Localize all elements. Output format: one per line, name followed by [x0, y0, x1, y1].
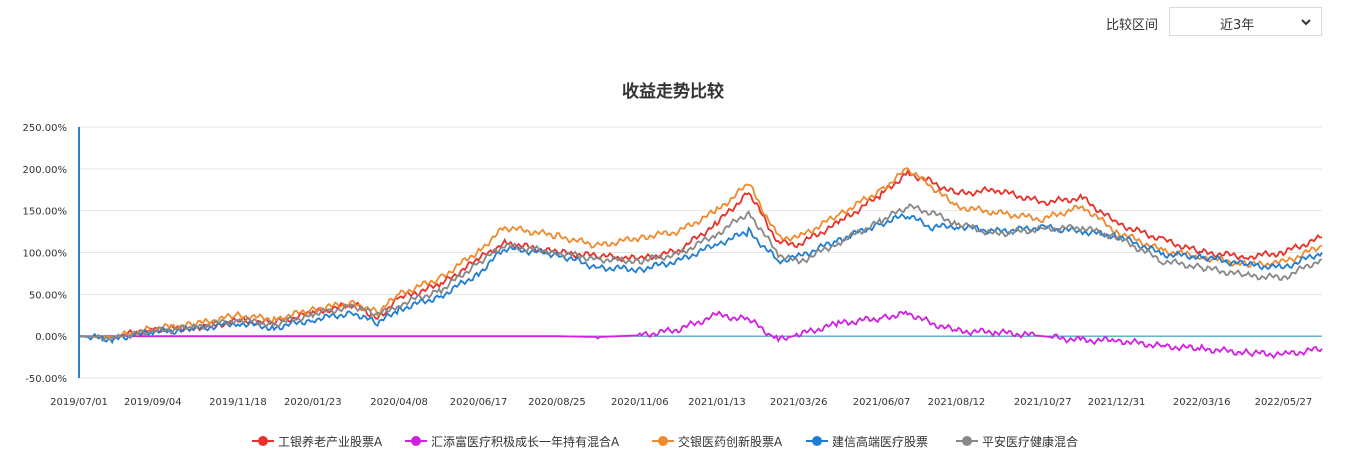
- y-tick-label: -50.00%: [25, 374, 67, 385]
- series-line-3: [79, 167, 1323, 341]
- x-tick-label: 2021/03/26: [770, 397, 828, 408]
- x-tick-label: 2021/12/31: [1088, 397, 1146, 408]
- legend-dot-marker: [258, 436, 268, 446]
- x-tick-label: 2020/01/23: [284, 397, 342, 408]
- legend-label: 工银养老产业股票A: [278, 435, 383, 449]
- x-tick-label: 2020/08/25: [528, 397, 586, 408]
- chevron-down-icon: [1301, 19, 1311, 26]
- series-line-1: [79, 168, 1323, 338]
- x-axis-ticks: 2019/07/01 2019/09/04 2019/11/18 2020/01/23…: [50, 397, 1312, 408]
- x-tick-label: 2021/10/27: [1014, 397, 1072, 408]
- legend-dot-marker: [812, 436, 822, 446]
- x-tick-label: 2021/08/12: [928, 397, 986, 408]
- y-tick-label: 200.00%: [23, 165, 68, 176]
- chart-title: 收益走势比较: [622, 82, 724, 102]
- x-tick-label: 2022/03/16: [1173, 397, 1231, 408]
- x-tick-label: 2022/05/27: [1255, 397, 1313, 408]
- legend-label: 交银医药创新股票A: [678, 435, 783, 449]
- period-select-value: 近3年: [1220, 18, 1255, 33]
- series-lines: [78, 167, 1323, 360]
- y-tick-label: 100.00%: [23, 249, 68, 260]
- legend-dot-marker: [411, 436, 421, 446]
- x-tick-label: 2020/06/17: [450, 397, 508, 408]
- series-line-2: [79, 310, 1323, 360]
- y-tick-label: 150.00%: [23, 207, 68, 218]
- y-tick-label: 250.00%: [23, 123, 68, 134]
- x-tick-label: 2021/01/13: [688, 397, 746, 408]
- legend-label: 建信高端医疗股票: [832, 435, 929, 449]
- chart-legend: 工银养老产业股票A 汇添富医疗积极成长一年持有混合A 交银医药创新股票A 建信高端医疗…: [0, 431, 1346, 451]
- x-tick-label: 2019/07/01: [50, 397, 108, 408]
- x-tick-label: 2021/06/07: [853, 397, 911, 408]
- series-line-4: [78, 212, 1323, 345]
- legend-label: 汇添富医疗积极成长一年持有混合A: [431, 435, 620, 449]
- series-line-5: [78, 203, 1323, 343]
- x-tick-label: 2020/11/06: [611, 397, 669, 408]
- y-tick-label: 0.00%: [35, 332, 67, 343]
- legend-dot-marker: [962, 436, 972, 446]
- y-axis-ticks: 250.00% 200.00% 150.00% 100.00% 50.00% 0.00% -…: [23, 123, 68, 385]
- x-tick-label: 2019/09/04: [124, 397, 182, 408]
- legend-dot-marker: [658, 436, 668, 446]
- period-label: 比较区间: [1106, 18, 1159, 33]
- x-tick-label: 2019/11/18: [209, 397, 267, 408]
- period-select[interactable]: 近3年: [1169, 7, 1322, 36]
- x-tick-label: 2020/04/08: [370, 397, 428, 408]
- y-tick-label: 50.00%: [29, 290, 67, 301]
- legend-label: 平安医疗健康混合: [982, 435, 1079, 449]
